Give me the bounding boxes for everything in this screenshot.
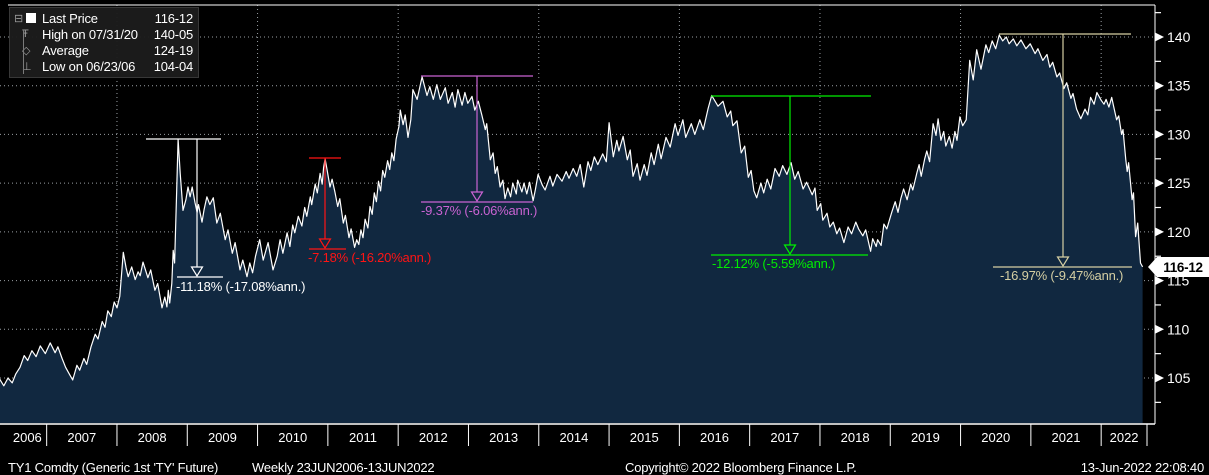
x-tick-label: 2007: [67, 430, 96, 445]
y-tick-label: 125: [1167, 175, 1191, 191]
legend-row-low: ⊥ Low on 06/23/06 104-04: [14, 58, 193, 74]
footer-datetime: 13-Jun-2022 22:08:40: [1080, 460, 1204, 475]
y-tick-arrow-icon: [1155, 276, 1164, 286]
drawdown-annotation: [711, 95, 871, 256]
legend-value: 140-05: [153, 26, 193, 42]
drawdown-label: -12.12% (-5.59%ann.): [712, 256, 835, 271]
y-tick-label: 120: [1167, 224, 1191, 240]
x-tick-label: 2018: [841, 430, 870, 445]
legend-panel: ⊟ Last Price 116-12 Ŧ High on 07/31/20 1…: [9, 7, 199, 78]
legend-value: 116-12: [154, 10, 194, 26]
x-tick-label: 2006: [13, 430, 42, 445]
legend-tree-line: [23, 30, 24, 74]
x-tick-label: 2020: [981, 430, 1010, 445]
y-tick-arrow-icon: [1155, 32, 1164, 42]
drawdown-label: -9.37% (-6.06%ann.): [421, 203, 537, 218]
collapse-icon[interactable]: ⊟: [14, 12, 24, 25]
legend-row-average: ◇ Average 124-19: [14, 42, 193, 58]
y-tick-arrow-icon: [1155, 129, 1164, 139]
drawdown-label: -16.97% (-9.47%ann.): [1000, 268, 1123, 283]
x-tick-label: 2019: [911, 430, 940, 445]
x-tick-label: 2013: [489, 430, 518, 445]
legend-row-last-price: ⊟ Last Price 116-12: [14, 10, 193, 26]
down-arrow-icon: [470, 191, 484, 203]
drawdown-label: -7.18% (-16.20%ann.): [308, 250, 431, 265]
x-tick-label: 2014: [559, 430, 588, 445]
down-arrow-icon: [190, 266, 204, 278]
x-tick-label: 2012: [419, 430, 448, 445]
y-tick-label: 130: [1167, 126, 1191, 142]
down-arrow-icon: [783, 244, 797, 256]
x-tick-label: 2022: [1110, 430, 1139, 445]
legend-label: Low on 06/23/06: [42, 58, 136, 74]
drawdown-label: -11.18% (-17.08%ann.): [176, 279, 305, 294]
y-tick-arrow-icon: [1155, 227, 1164, 237]
y-tick-arrow-icon: [1155, 373, 1164, 383]
y-tick-label: 110: [1167, 321, 1190, 337]
x-tick-label: 2021: [1052, 430, 1081, 445]
x-tick-label: 2011: [349, 430, 377, 445]
x-tick-label: 2010: [278, 430, 307, 445]
footer-date-range: Weekly 23JUN2006-13JUN2022: [252, 460, 435, 475]
legend-value: 124-19: [153, 42, 193, 58]
footer-copyright: Copyright© 2022 Bloomberg Finance L.P.: [625, 460, 857, 475]
legend-label: High on 07/31/20: [42, 26, 138, 42]
y-tick-label: 140: [1167, 29, 1191, 45]
x-tick-label: 2016: [700, 430, 729, 445]
average-marker-icon: ◇: [22, 44, 31, 57]
high-marker-icon: Ŧ: [22, 28, 29, 40]
y-tick-arrow-icon: [1155, 324, 1164, 334]
low-marker-icon: ⊥: [22, 60, 32, 73]
legend-value: 104-04: [153, 58, 193, 74]
down-arrow-icon: [1056, 256, 1070, 268]
x-tick-label: 2009: [208, 430, 237, 445]
footer-security-title: TY1 Comdty (Generic 1st 'TY' Future): [8, 460, 219, 475]
drawdown-annotation: [993, 33, 1132, 268]
legend-label: Average: [42, 42, 89, 58]
drawdown-annotation: [146, 138, 223, 278]
drawdown-annotation: [309, 157, 346, 250]
drawdown-annotation: [421, 75, 533, 203]
legend-row-high: Ŧ High on 07/31/20 140-05: [14, 26, 193, 42]
y-tick-arrow-icon: [1155, 178, 1164, 188]
legend-label: Last Price: [42, 10, 98, 26]
x-tick-label: 2017: [770, 430, 799, 445]
last-price-swatch: [26, 13, 37, 23]
x-tick-label: 2015: [630, 430, 659, 445]
price-area: [0, 35, 1143, 423]
down-arrow-icon: [318, 238, 332, 250]
last-price-flag: 116-12: [1148, 257, 1209, 277]
y-tick-arrow-icon: [1155, 81, 1164, 91]
x-tick-label: 2008: [138, 430, 167, 445]
price-line: [0, 34, 1144, 387]
y-tick-label: 105: [1167, 370, 1191, 386]
y-tick-label: 135: [1167, 78, 1191, 94]
